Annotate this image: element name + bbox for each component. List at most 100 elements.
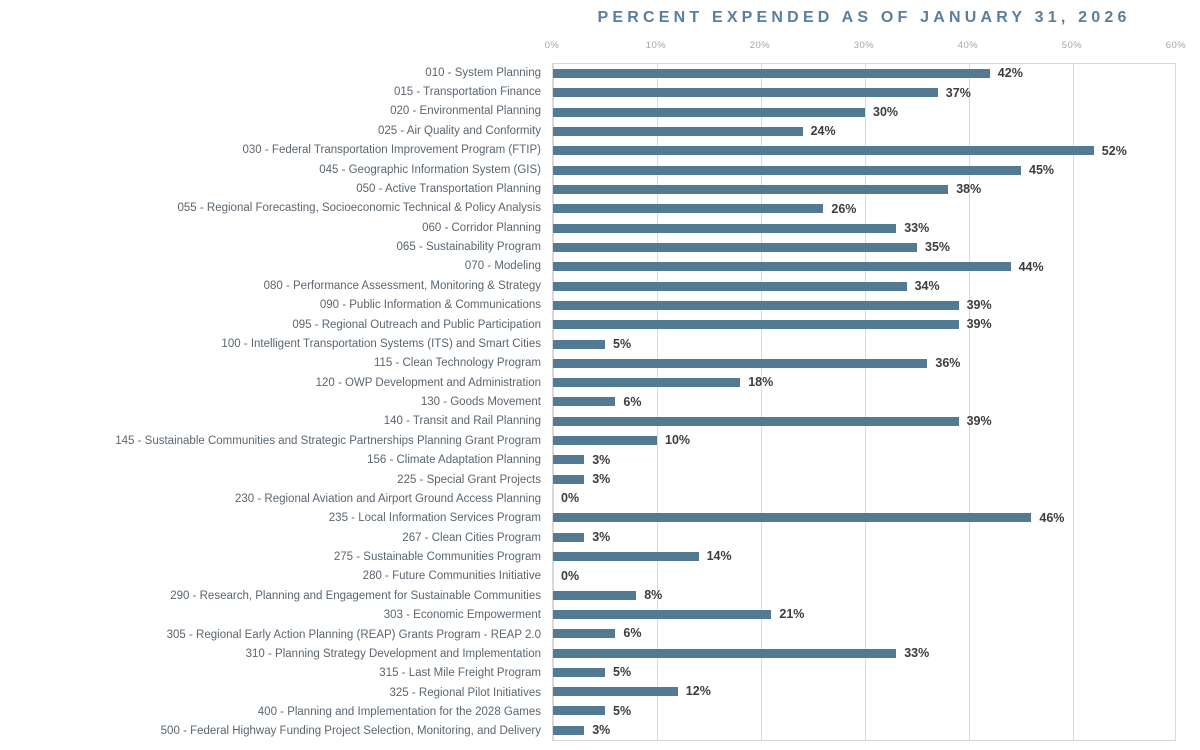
x-axis-tick-label: 0% — [544, 40, 560, 51]
bar — [553, 242, 917, 252]
category-label: 140 - Transit and Rail Planning — [383, 415, 541, 428]
category-label: 100 - Intelligent Transportation Systems… — [221, 337, 541, 350]
bar-row: 37% — [553, 83, 1175, 102]
category-label: 400 - Planning and Implementation for th… — [257, 706, 541, 719]
x-axis-tick-label: 60% — [1165, 40, 1187, 51]
category-label: 156 - Climate Adaptation Planning — [367, 454, 541, 467]
bar-row: 33% — [553, 643, 1175, 662]
bar — [553, 725, 585, 735]
value-label: 12% — [685, 684, 711, 699]
bar-row: 35% — [553, 238, 1175, 257]
value-label: 0% — [561, 568, 580, 583]
bar-row: 39% — [553, 296, 1175, 315]
category-label: 305 - Regional Early Action Planning (RE… — [166, 628, 541, 641]
bar — [553, 204, 824, 214]
bar — [553, 397, 616, 407]
bar — [553, 358, 928, 368]
bar-row: 5% — [553, 334, 1175, 353]
category-label: 290 - Research, Planning and Engagement … — [170, 589, 541, 602]
bar — [553, 629, 616, 639]
plot-area: 42% 37% 30% 24% 52% 45% 38% 26% 33% 35% 44% 34% 39% 3… — [552, 63, 1176, 741]
category-label: 065 - Sustainability Program — [396, 241, 541, 254]
category-label: 090 - Public Information & Communication… — [319, 299, 541, 312]
bar — [553, 590, 637, 600]
value-label: 42% — [997, 66, 1023, 81]
bar-row: 38% — [553, 180, 1175, 199]
category-label: 267 - Clean Cities Program — [402, 531, 541, 544]
category-label: 130 - Goods Movement — [420, 396, 541, 409]
bar-row: 14% — [553, 547, 1175, 566]
bar — [553, 667, 605, 677]
bar — [553, 223, 897, 233]
bar — [553, 146, 1094, 156]
bar-row: 24% — [553, 122, 1175, 141]
category-label: 010 - System Planning — [425, 66, 541, 79]
bar-row: 33% — [553, 219, 1175, 238]
bar-row: 18% — [553, 373, 1175, 392]
value-label: 5% — [613, 703, 632, 718]
bar — [553, 185, 949, 195]
category-label: 015 - Transportation Finance — [393, 86, 541, 99]
value-label: 34% — [914, 278, 940, 293]
value-label: 36% — [935, 356, 961, 371]
bar-row: 8% — [553, 585, 1175, 604]
value-label: 5% — [613, 665, 632, 680]
x-axis-ticks: 0% 10% 20% 30% 40% 50% 60% — [545, 40, 1186, 52]
bar-row: 3% — [553, 450, 1175, 469]
category-label: 500 - Federal Highway Funding Project Se… — [160, 725, 541, 738]
bar-row: 5% — [553, 663, 1175, 682]
bar — [553, 165, 1021, 175]
bar-row: 46% — [553, 508, 1175, 527]
value-label: 39% — [966, 317, 992, 332]
bar-row: 30% — [553, 103, 1175, 122]
bar — [553, 687, 678, 697]
x-axis-tick-label: 40% — [957, 40, 979, 51]
bar-row: 3% — [553, 470, 1175, 489]
bar — [553, 300, 959, 310]
bar — [553, 436, 657, 446]
value-label: 3% — [592, 529, 611, 544]
category-label: 225 - Special Grant Projects — [397, 473, 541, 486]
category-label: 025 - Air Quality and Conformity — [378, 124, 541, 137]
bar-row: 10% — [553, 431, 1175, 450]
bar — [553, 455, 585, 465]
bar — [553, 474, 585, 484]
value-label: 5% — [613, 336, 632, 351]
category-label: 070 - Modeling — [464, 260, 541, 273]
value-label: 21% — [779, 607, 805, 622]
value-label: 44% — [1018, 259, 1044, 274]
value-label: 33% — [904, 220, 930, 235]
bar-row: 6% — [553, 624, 1175, 643]
bar — [553, 609, 772, 619]
bar — [553, 107, 865, 117]
bar — [553, 513, 1032, 523]
category-label: 280 - Future Communities Initiative — [362, 570, 541, 583]
bar — [553, 69, 990, 79]
x-axis-tick-label: 30% — [853, 40, 875, 51]
value-label: 6% — [623, 394, 642, 409]
value-label: 46% — [1039, 510, 1065, 525]
value-label: 3% — [592, 723, 611, 738]
value-label: 30% — [873, 105, 899, 120]
category-label: 095 - Regional Outreach and Public Parti… — [292, 318, 541, 331]
bar — [553, 378, 741, 388]
category-label: 145 - Sustainable Communities and Strate… — [115, 434, 541, 447]
category-label: 030 - Federal Transportation Improvement… — [242, 144, 541, 157]
category-axis: 010 - System Planning 015 - Transportatio… — [0, 63, 541, 741]
value-label: 38% — [956, 182, 982, 197]
category-label: 055 - Regional Forecasting, Socioeconomi… — [177, 202, 541, 215]
bar-row: 3% — [553, 721, 1175, 740]
bar — [553, 127, 803, 137]
bar-row: 44% — [553, 257, 1175, 276]
category-label: 325 - Regional Pilot Initiatives — [389, 686, 542, 699]
category-label: 080 - Performance Assessment, Monitoring… — [263, 279, 541, 292]
x-axis-tick-label: 50% — [1061, 40, 1083, 51]
category-label: 120 - OWP Development and Administration — [315, 376, 541, 389]
category-label: 020 - Environmental Planning — [390, 105, 541, 118]
category-label: 235 - Local Information Services Program — [328, 512, 541, 525]
bar-row: 39% — [553, 412, 1175, 431]
value-label: 14% — [706, 549, 732, 564]
category-label: 303 - Economic Empowerment — [383, 609, 541, 622]
bar-row: 26% — [553, 199, 1175, 218]
